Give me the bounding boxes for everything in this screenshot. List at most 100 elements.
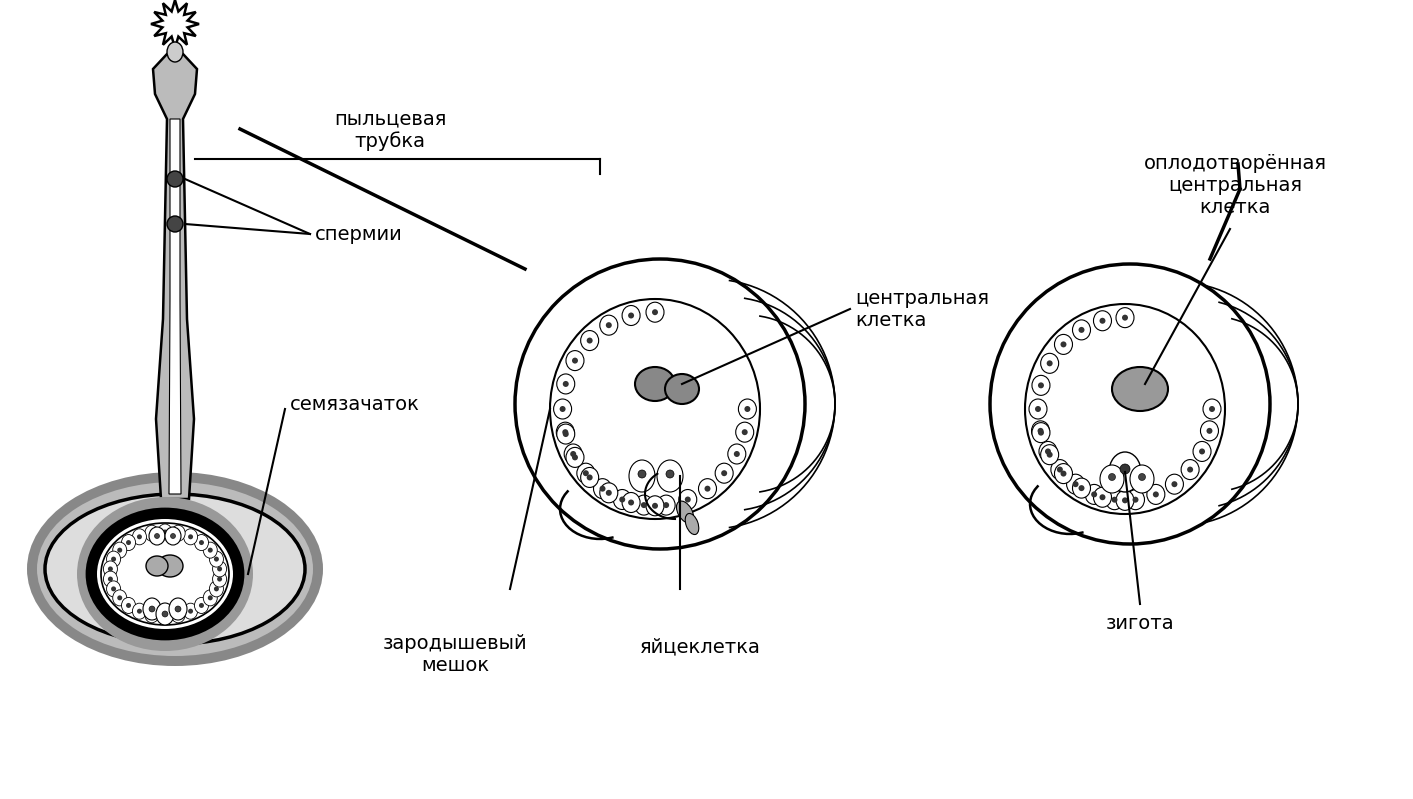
Circle shape [1039, 383, 1044, 388]
Ellipse shape [1112, 367, 1169, 411]
Ellipse shape [1039, 442, 1057, 462]
Ellipse shape [1085, 484, 1104, 504]
Ellipse shape [1166, 474, 1184, 494]
Ellipse shape [165, 527, 181, 545]
Ellipse shape [1202, 399, 1221, 419]
Ellipse shape [1099, 465, 1123, 493]
Ellipse shape [170, 598, 187, 620]
Circle shape [171, 534, 175, 539]
Ellipse shape [634, 495, 653, 515]
Circle shape [1057, 467, 1063, 472]
Ellipse shape [677, 501, 694, 523]
Circle shape [137, 535, 141, 539]
Circle shape [213, 586, 219, 591]
Ellipse shape [581, 331, 599, 351]
Ellipse shape [106, 551, 120, 567]
Circle shape [1046, 448, 1051, 455]
Circle shape [606, 322, 612, 328]
Circle shape [208, 547, 213, 553]
Circle shape [742, 429, 747, 435]
Circle shape [1037, 427, 1044, 434]
Ellipse shape [113, 590, 127, 606]
Circle shape [218, 566, 222, 571]
Ellipse shape [613, 490, 632, 510]
Ellipse shape [1031, 376, 1050, 396]
Circle shape [599, 486, 606, 491]
Text: центральная
клетка: центральная клетка [855, 288, 989, 329]
Ellipse shape [76, 497, 253, 651]
Circle shape [162, 530, 168, 535]
Circle shape [572, 358, 578, 364]
Ellipse shape [1193, 442, 1211, 462]
Circle shape [188, 609, 194, 614]
Circle shape [1061, 471, 1067, 476]
Ellipse shape [97, 519, 233, 629]
Ellipse shape [209, 581, 223, 597]
Ellipse shape [1105, 490, 1123, 510]
Circle shape [1200, 448, 1205, 455]
Circle shape [117, 595, 123, 600]
Ellipse shape [158, 608, 172, 624]
Text: зигота: зигота [1106, 614, 1174, 633]
Circle shape [642, 502, 647, 508]
Ellipse shape [103, 571, 117, 587]
Ellipse shape [155, 603, 174, 625]
Circle shape [562, 381, 569, 387]
Circle shape [1047, 451, 1053, 458]
Circle shape [1091, 491, 1096, 498]
Ellipse shape [146, 556, 168, 576]
Circle shape [514, 259, 805, 549]
Ellipse shape [666, 374, 699, 404]
Ellipse shape [646, 496, 664, 516]
Ellipse shape [622, 305, 640, 325]
Ellipse shape [88, 509, 243, 639]
Ellipse shape [1072, 320, 1091, 340]
Ellipse shape [622, 492, 640, 512]
Ellipse shape [133, 529, 147, 545]
Ellipse shape [646, 302, 664, 322]
Ellipse shape [678, 490, 697, 510]
Ellipse shape [1201, 421, 1218, 441]
Ellipse shape [158, 524, 172, 540]
Circle shape [1122, 315, 1128, 320]
Circle shape [175, 531, 181, 535]
Ellipse shape [728, 444, 746, 464]
Circle shape [126, 540, 131, 545]
Circle shape [586, 337, 592, 344]
Text: зародышевый
мешок: зародышевый мешок [383, 634, 527, 675]
Text: спермии: спермии [315, 225, 403, 244]
Circle shape [1078, 485, 1085, 491]
Circle shape [651, 503, 658, 509]
Ellipse shape [143, 598, 161, 620]
Text: яйцеклетка: яйцеклетка [640, 637, 760, 656]
Circle shape [150, 612, 154, 618]
Ellipse shape [685, 514, 699, 535]
Circle shape [148, 606, 155, 612]
Ellipse shape [634, 367, 675, 401]
Ellipse shape [629, 460, 656, 492]
Circle shape [582, 470, 589, 476]
Ellipse shape [599, 483, 617, 503]
Circle shape [1072, 481, 1078, 487]
Ellipse shape [736, 422, 753, 442]
Circle shape [1207, 427, 1212, 434]
Ellipse shape [1054, 335, 1072, 355]
Circle shape [721, 470, 728, 476]
Ellipse shape [37, 482, 314, 656]
Circle shape [175, 606, 181, 612]
Circle shape [639, 470, 646, 478]
Ellipse shape [106, 581, 120, 597]
Circle shape [560, 406, 565, 412]
Circle shape [745, 406, 750, 412]
Ellipse shape [557, 424, 575, 444]
Circle shape [199, 603, 203, 608]
Ellipse shape [715, 463, 733, 483]
Circle shape [117, 547, 123, 553]
Ellipse shape [212, 571, 226, 587]
Ellipse shape [567, 447, 584, 467]
Circle shape [663, 502, 670, 508]
Ellipse shape [184, 603, 198, 619]
Ellipse shape [577, 463, 595, 483]
Circle shape [705, 486, 711, 491]
Circle shape [175, 612, 181, 618]
